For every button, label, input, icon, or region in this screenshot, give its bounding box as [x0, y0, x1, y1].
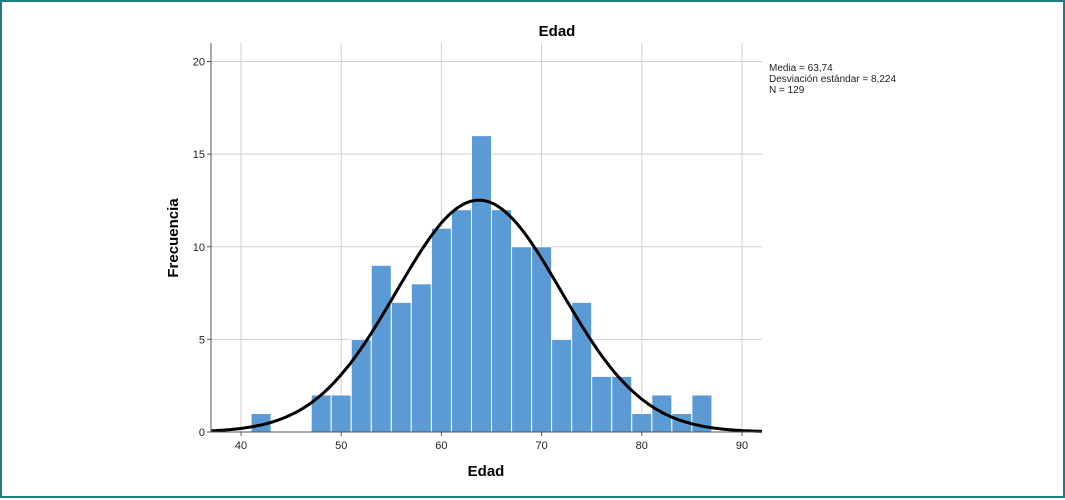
bar-53-55: [370, 264, 392, 433]
y-tick-labels: 0 5 10 15 20: [193, 57, 205, 439]
stat-std-dev: Desviación estándar = 8,224: [769, 74, 896, 85]
bar-65-67: [491, 209, 513, 433]
stat-n: N = 129: [769, 85, 805, 96]
bar-63-65: [470, 135, 493, 433]
bar-79-81: [631, 412, 653, 433]
bar-73-75: [571, 301, 593, 433]
bar-55-57: [390, 301, 412, 433]
y-axis-label: Frecuencia: [165, 198, 182, 278]
histogram-bars: [250, 135, 713, 433]
y-tick-label-20: 20: [193, 57, 205, 69]
y-tick-label-0: 0: [199, 427, 205, 439]
bar-57-59: [410, 283, 432, 433]
chart-title: Edad: [539, 23, 576, 40]
bar-71-73: [551, 338, 573, 433]
bar-59-61: [430, 227, 452, 433]
x-tick-label-60: 60: [435, 440, 447, 452]
x-tick-label-50: 50: [335, 440, 347, 452]
x-tick-labels: 40 50 60 70 80 90: [235, 440, 748, 452]
bar-49-51: [330, 394, 352, 433]
y-tick-label-10: 10: [193, 242, 205, 254]
x-tick-label-80: 80: [636, 440, 648, 452]
x-axis-label: Edad: [468, 463, 505, 480]
bar-51-53: [350, 338, 372, 433]
y-tick-label-5: 5: [199, 334, 205, 346]
y-tick-label-15: 15: [193, 149, 205, 161]
bar-67-69: [511, 246, 533, 433]
bar-77-79: [611, 375, 633, 433]
x-tick-label-90: 90: [736, 440, 748, 452]
x-tick-label-40: 40: [235, 440, 247, 452]
x-tick-label-70: 70: [535, 440, 547, 452]
bar-61-63: [450, 209, 472, 433]
stat-mean: Media = 63,74: [769, 63, 833, 74]
bar-75-77: [591, 375, 613, 433]
bar-69-71: [531, 246, 553, 433]
axes: [207, 43, 762, 436]
normal-curve: [210, 198, 763, 433]
